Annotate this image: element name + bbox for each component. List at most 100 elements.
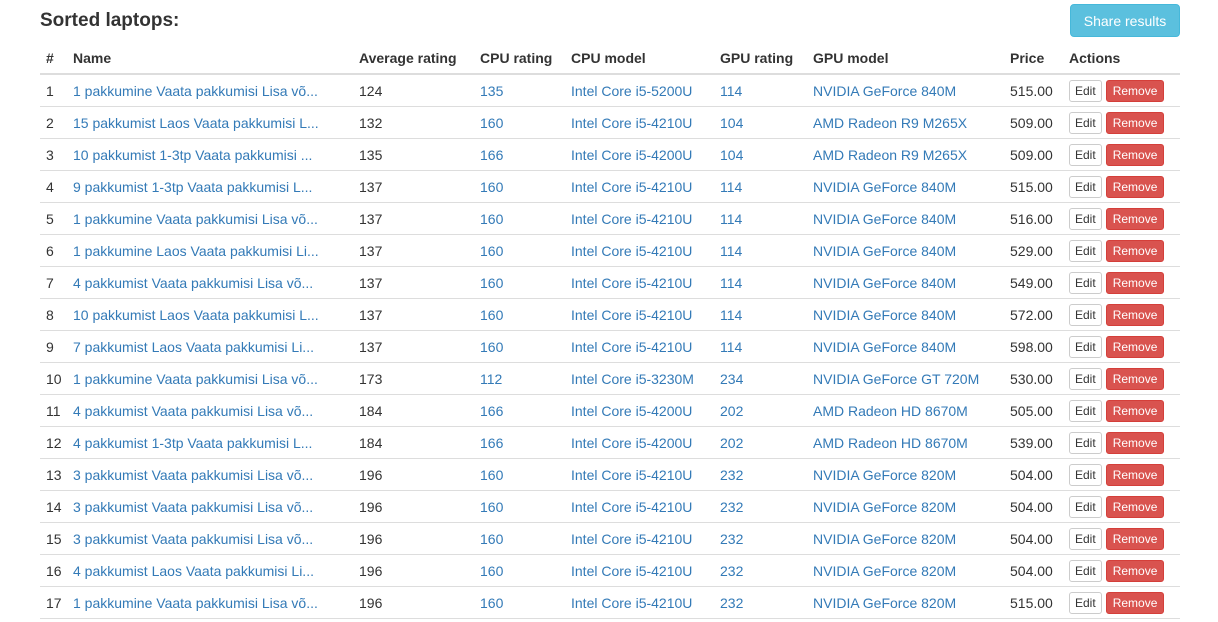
cpu-rating-link[interactable]: 160 xyxy=(480,178,504,195)
share-results-button[interactable]: Share results xyxy=(1070,4,1180,37)
gpu-model-link[interactable]: NVIDIA GeForce 820M xyxy=(813,594,957,611)
laptop-name-link[interactable]: 7 pakkumist Laos Vaata pakkumisi Li... xyxy=(73,338,314,355)
cpu-rating-link[interactable]: 160 xyxy=(480,114,504,131)
gpu-rating-link[interactable]: 232 xyxy=(720,466,744,483)
edit-button[interactable]: Edit xyxy=(1069,463,1102,486)
edit-button[interactable]: Edit xyxy=(1069,431,1102,454)
cpu-rating-link[interactable]: 160 xyxy=(480,210,504,227)
laptop-name-link[interactable]: 1 pakkumine Vaata pakkumisi Lisa võ... xyxy=(73,82,318,99)
laptop-name-link[interactable]: 3 pakkumist Vaata pakkumisi Lisa võ... xyxy=(73,466,314,483)
cpu-rating-link[interactable]: 160 xyxy=(480,338,504,355)
edit-button[interactable]: Edit xyxy=(1069,495,1102,518)
remove-button[interactable]: Remove xyxy=(1105,271,1165,294)
edit-button[interactable]: Edit xyxy=(1069,367,1102,390)
cpu-rating-link[interactable]: 160 xyxy=(480,594,504,611)
gpu-rating-link[interactable]: 114 xyxy=(720,178,743,195)
cpu-model-link[interactable]: Intel Core i5-4200U xyxy=(571,146,693,163)
remove-button[interactable]: Remove xyxy=(1105,175,1165,198)
laptop-name-link[interactable]: 10 pakkumist Laos Vaata pakkumisi L... xyxy=(73,306,319,323)
gpu-model-link[interactable]: AMD Radeon HD 8670M xyxy=(813,434,968,451)
gpu-model-link[interactable]: NVIDIA GeForce 840M xyxy=(813,274,957,291)
laptop-name-link[interactable]: 1 pakkumine Vaata pakkumisi Lisa võ... xyxy=(73,370,318,387)
remove-button[interactable]: Remove xyxy=(1105,399,1165,422)
laptop-name-link[interactable]: 9 pakkumist 1-3tp Vaata pakkumisi L... xyxy=(73,178,313,195)
edit-button[interactable]: Edit xyxy=(1069,207,1102,230)
cpu-model-link[interactable]: Intel Core i5-4210U xyxy=(571,562,693,579)
laptop-name-link[interactable]: 4 pakkumist Vaata pakkumisi Lisa võ... xyxy=(73,402,314,419)
gpu-rating-link[interactable]: 114 xyxy=(720,210,743,227)
remove-button[interactable]: Remove xyxy=(1105,111,1165,134)
gpu-rating-link[interactable]: 104 xyxy=(720,146,744,163)
remove-button[interactable]: Remove xyxy=(1105,335,1165,358)
cpu-rating-link[interactable]: 160 xyxy=(480,274,504,291)
cpu-model-link[interactable]: Intel Core i5-4210U xyxy=(571,466,693,483)
cpu-model-link[interactable]: Intel Core i5-4210U xyxy=(571,242,693,259)
cpu-model-link[interactable]: Intel Core i5-4210U xyxy=(571,274,693,291)
laptop-name-link[interactable]: 1 pakkumine Laos Vaata pakkumisi Li... xyxy=(73,242,319,259)
edit-button[interactable]: Edit xyxy=(1069,591,1102,614)
remove-button[interactable]: Remove xyxy=(1105,143,1165,166)
cpu-model-link[interactable]: Intel Core i5-4210U xyxy=(571,594,693,611)
gpu-model-link[interactable]: NVIDIA GeForce GT 720M xyxy=(813,370,980,387)
gpu-model-link[interactable]: NVIDIA GeForce 840M xyxy=(813,242,957,259)
laptop-name-link[interactable]: 4 pakkumist 1-3tp Vaata pakkumisi L... xyxy=(73,434,313,451)
laptop-name-link[interactable]: 1 pakkumine Vaata pakkumisi Lisa võ... xyxy=(73,210,318,227)
edit-button[interactable]: Edit xyxy=(1069,559,1102,582)
cpu-model-link[interactable]: Intel Core i5-4210U xyxy=(571,498,693,515)
cpu-rating-link[interactable]: 160 xyxy=(480,242,504,259)
remove-button[interactable]: Remove xyxy=(1105,527,1165,550)
cpu-rating-link[interactable]: 112 xyxy=(480,370,503,387)
laptop-name-link[interactable]: 3 pakkumist Vaata pakkumisi Lisa võ... xyxy=(73,498,314,515)
remove-button[interactable]: Remove xyxy=(1105,303,1165,326)
laptop-name-link[interactable]: 1 pakkumine Vaata pakkumisi Lisa võ... xyxy=(73,594,318,611)
remove-button[interactable]: Remove xyxy=(1105,463,1165,486)
edit-button[interactable]: Edit xyxy=(1069,143,1102,166)
laptop-name-link[interactable]: 15 pakkumist Laos Vaata pakkumisi L... xyxy=(73,114,319,131)
cpu-model-link[interactable]: Intel Core i5-4210U xyxy=(571,530,693,547)
gpu-model-link[interactable]: NVIDIA GeForce 820M xyxy=(813,466,957,483)
cpu-rating-link[interactable]: 166 xyxy=(480,146,504,163)
remove-button[interactable]: Remove xyxy=(1105,431,1165,454)
gpu-rating-link[interactable]: 232 xyxy=(720,594,744,611)
gpu-model-link[interactable]: AMD Radeon HD 8670M xyxy=(813,402,968,419)
edit-button[interactable]: Edit xyxy=(1069,335,1102,358)
gpu-model-link[interactable]: AMD Radeon R9 M265X xyxy=(813,114,968,131)
cpu-model-link[interactable]: Intel Core i5-5200U xyxy=(571,82,693,99)
edit-button[interactable]: Edit xyxy=(1069,303,1102,326)
cpu-model-link[interactable]: Intel Core i5-4210U xyxy=(571,210,693,227)
gpu-rating-link[interactable]: 202 xyxy=(720,402,744,419)
gpu-rating-link[interactable]: 114 xyxy=(720,82,743,99)
gpu-rating-link[interactable]: 114 xyxy=(720,274,743,291)
gpu-model-link[interactable]: NVIDIA GeForce 840M xyxy=(813,178,957,195)
cpu-model-link[interactable]: Intel Core i5-4210U xyxy=(571,178,693,195)
remove-button[interactable]: Remove xyxy=(1105,207,1165,230)
gpu-rating-link[interactable]: 234 xyxy=(720,370,744,387)
edit-button[interactable]: Edit xyxy=(1069,111,1102,134)
cpu-rating-link[interactable]: 166 xyxy=(480,402,504,419)
gpu-rating-link[interactable]: 114 xyxy=(720,242,743,259)
cpu-rating-link[interactable]: 166 xyxy=(480,434,504,451)
gpu-model-link[interactable]: NVIDIA GeForce 840M xyxy=(813,210,957,227)
edit-button[interactable]: Edit xyxy=(1069,79,1102,102)
edit-button[interactable]: Edit xyxy=(1069,239,1102,262)
gpu-rating-link[interactable]: 114 xyxy=(720,338,743,355)
gpu-rating-link[interactable]: 232 xyxy=(720,562,744,579)
gpu-rating-link[interactable]: 202 xyxy=(720,434,744,451)
cpu-rating-link[interactable]: 160 xyxy=(480,498,504,515)
laptop-name-link[interactable]: 10 pakkumist 1-3tp Vaata pakkumisi ... xyxy=(73,146,313,163)
gpu-model-link[interactable]: AMD Radeon R9 M265X xyxy=(813,146,968,163)
gpu-model-link[interactable]: NVIDIA GeForce 820M xyxy=(813,530,957,547)
cpu-model-link[interactable]: Intel Core i5-3230M xyxy=(571,370,694,387)
edit-button[interactable]: Edit xyxy=(1069,399,1102,422)
cpu-model-link[interactable]: Intel Core i5-4210U xyxy=(571,114,693,131)
gpu-model-link[interactable]: NVIDIA GeForce 840M xyxy=(813,306,957,323)
remove-button[interactable]: Remove xyxy=(1105,367,1165,390)
gpu-model-link[interactable]: NVIDIA GeForce 840M xyxy=(813,82,957,99)
cpu-model-link[interactable]: Intel Core i5-4200U xyxy=(571,434,693,451)
remove-button[interactable]: Remove xyxy=(1105,239,1165,262)
gpu-rating-link[interactable]: 114 xyxy=(720,306,743,323)
gpu-rating-link[interactable]: 104 xyxy=(720,114,744,131)
cpu-rating-link[interactable]: 160 xyxy=(480,562,504,579)
cpu-rating-link[interactable]: 160 xyxy=(480,466,504,483)
gpu-model-link[interactable]: NVIDIA GeForce 820M xyxy=(813,498,957,515)
